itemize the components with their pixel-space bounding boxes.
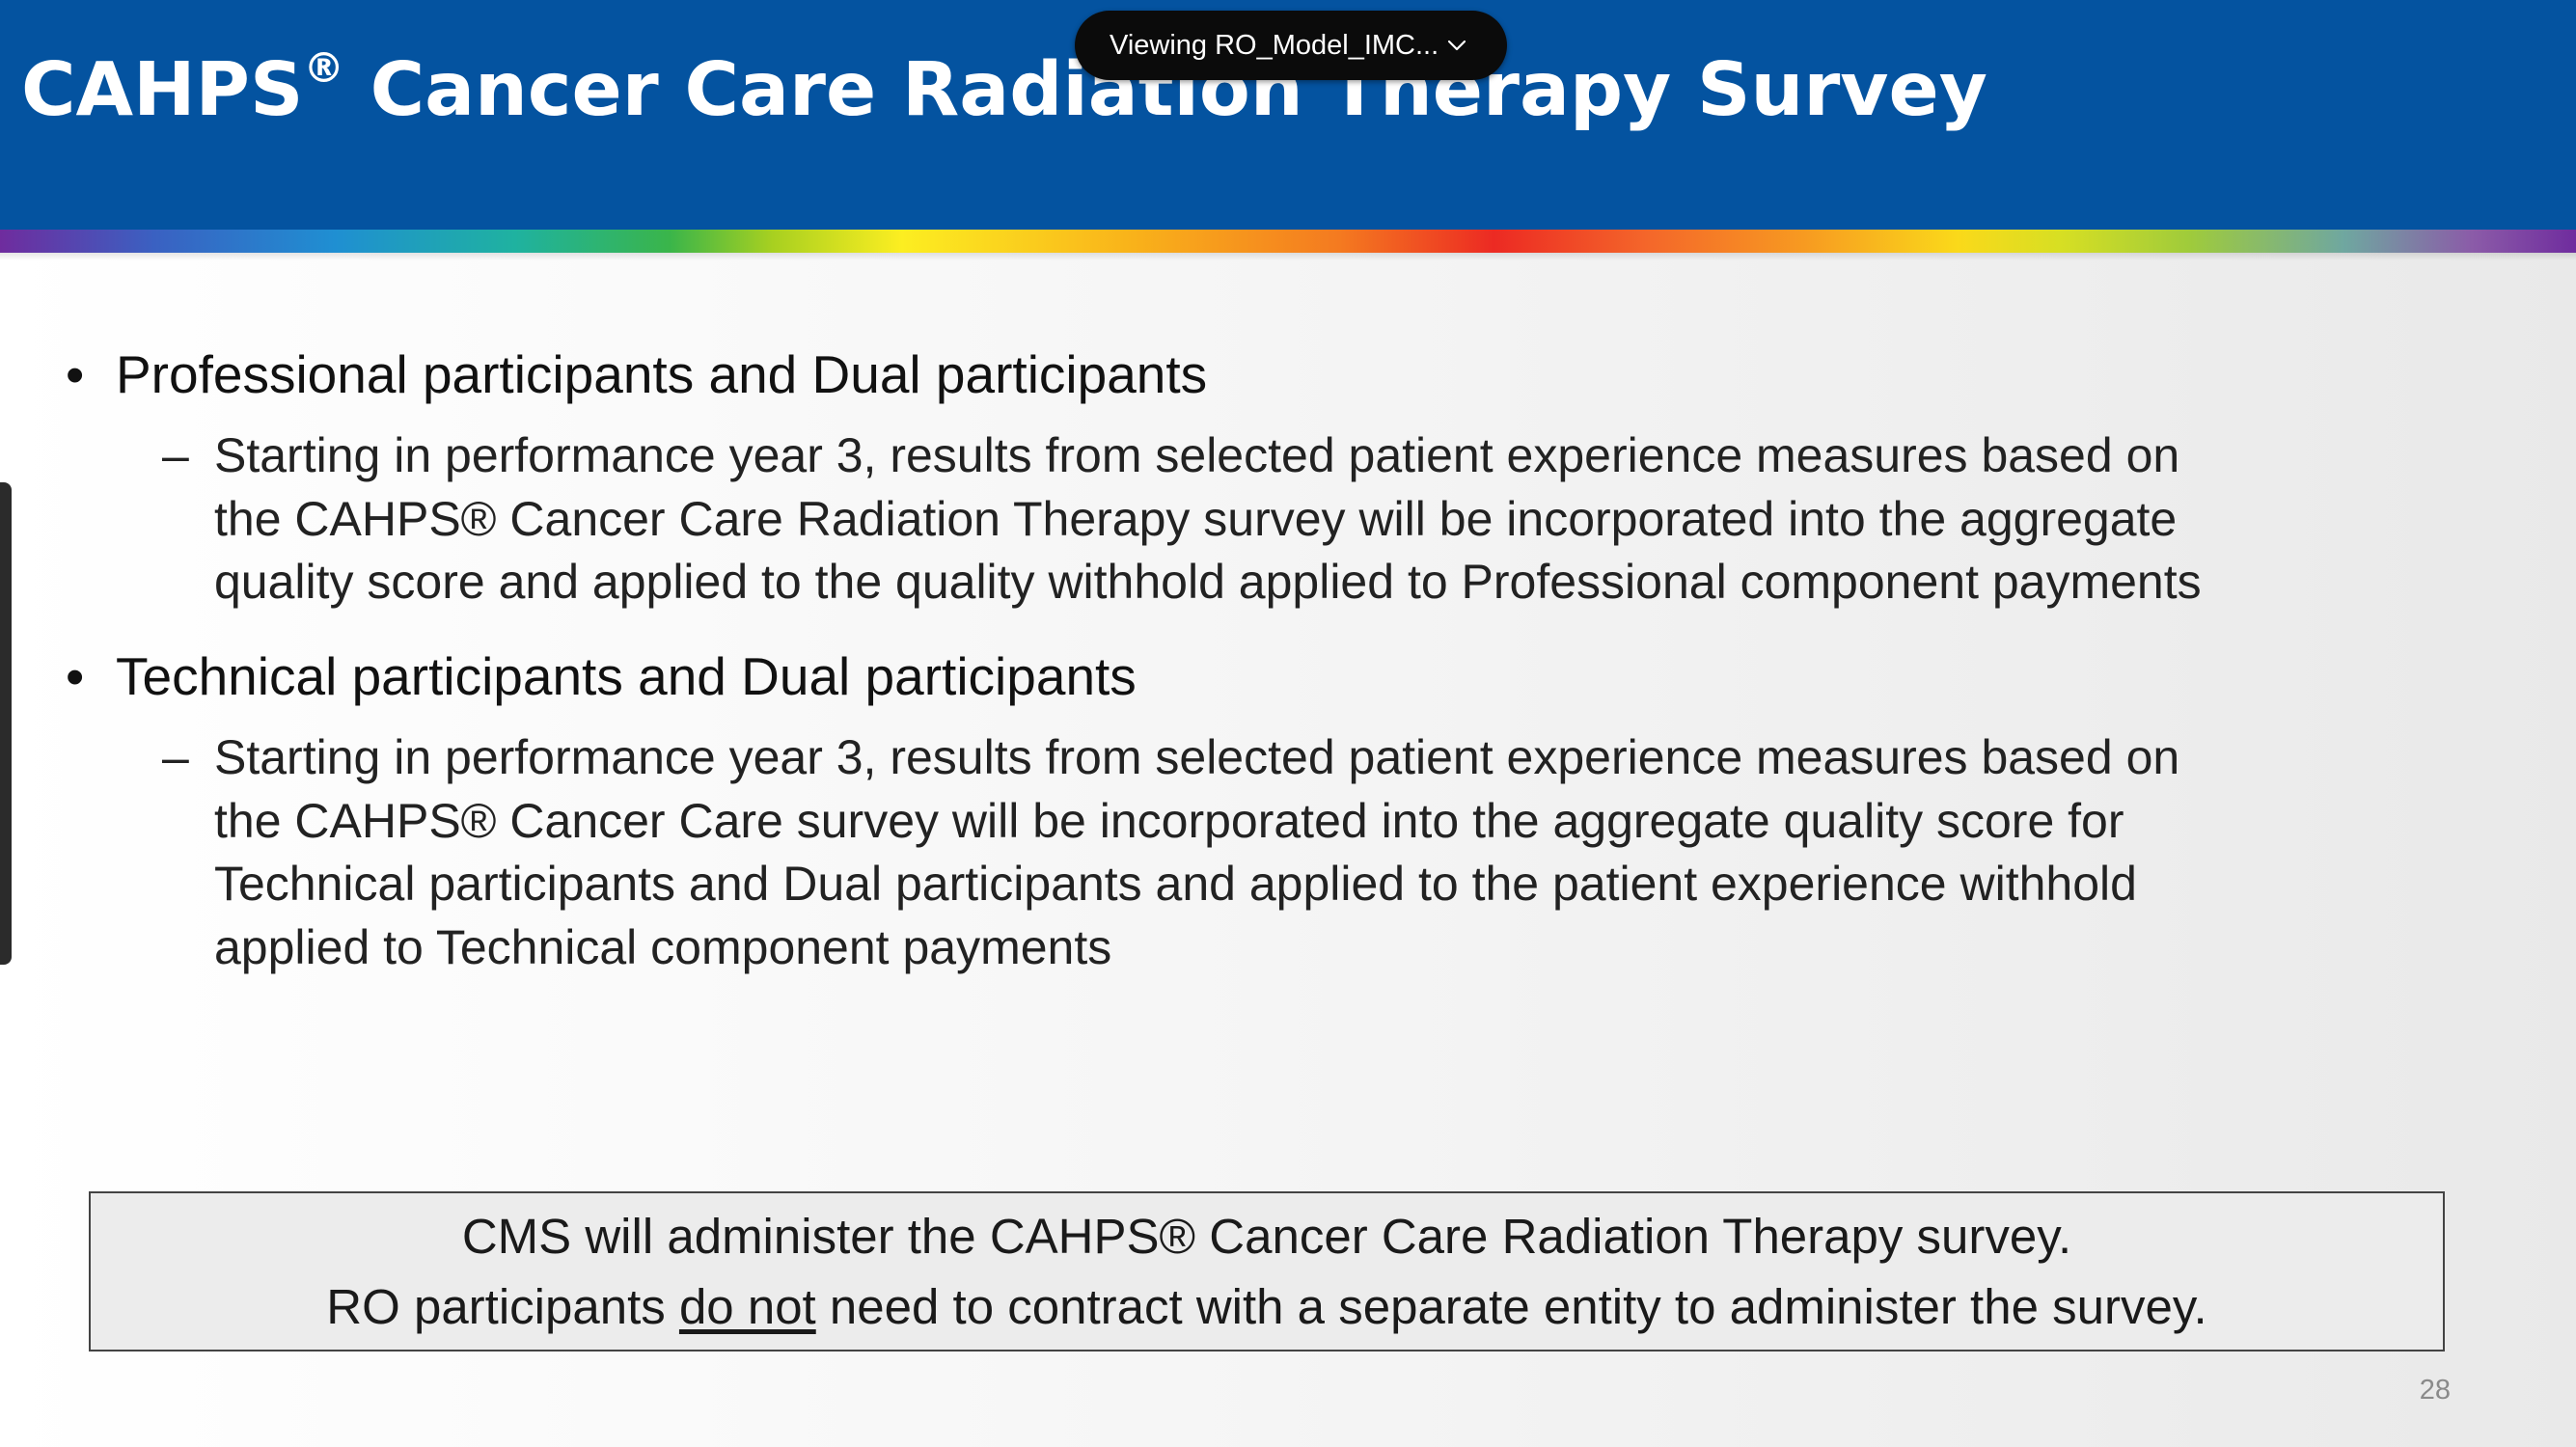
side-panel-handle[interactable] (0, 482, 12, 965)
bullet-icon: • (66, 344, 85, 404)
text-line: Starting in performance year 3, results … (214, 428, 2180, 482)
bullet-heading: Professional participants and Dual parti… (116, 344, 1208, 404)
dash-icon: – (162, 428, 189, 482)
callout-line-1: CMS will administer the CAHPS® Cancer Ca… (461, 1209, 2072, 1264)
text-line: Starting in performance year 3, results … (214, 730, 2180, 784)
sub-bullet-text: Starting in performance year 3, results … (214, 726, 2472, 979)
text-line: quality score and applied to the quality… (214, 555, 2202, 609)
underlined-text: do not (678, 1279, 816, 1334)
sub-bullet-text: Starting in performance year 3, results … (214, 424, 2472, 614)
text-line: applied to Technical component payments (214, 919, 1112, 974)
callout-line-2: RO participants do not need to contract … (326, 1279, 2207, 1334)
callout-box: CMS will administer the CAHPS® Cancer Ca… (89, 1191, 2445, 1351)
slide-title: CAHPS® Cancer Care Radiation Therapy Sur… (21, 44, 1987, 133)
text-line: the CAHPS® Cancer Care Radiation Therapy… (214, 491, 2178, 546)
viewing-label: Viewing RO_Model_IMC... (1110, 29, 1439, 61)
viewing-dropdown-button[interactable]: Viewing RO_Model_IMC... (1075, 11, 1507, 80)
slide-number: 28 (2419, 1375, 2451, 1406)
text-line: the CAHPS® Cancer Care survey will be in… (214, 793, 2124, 848)
chevron-down-icon (1447, 40, 1466, 51)
bullet-heading: Technical participants and Dual particip… (116, 646, 1137, 706)
text-line: Technical participants and Dual particip… (214, 857, 2137, 911)
rainbow-divider (0, 230, 2576, 260)
bullet-icon: • (66, 646, 85, 706)
dash-icon: – (162, 730, 189, 784)
